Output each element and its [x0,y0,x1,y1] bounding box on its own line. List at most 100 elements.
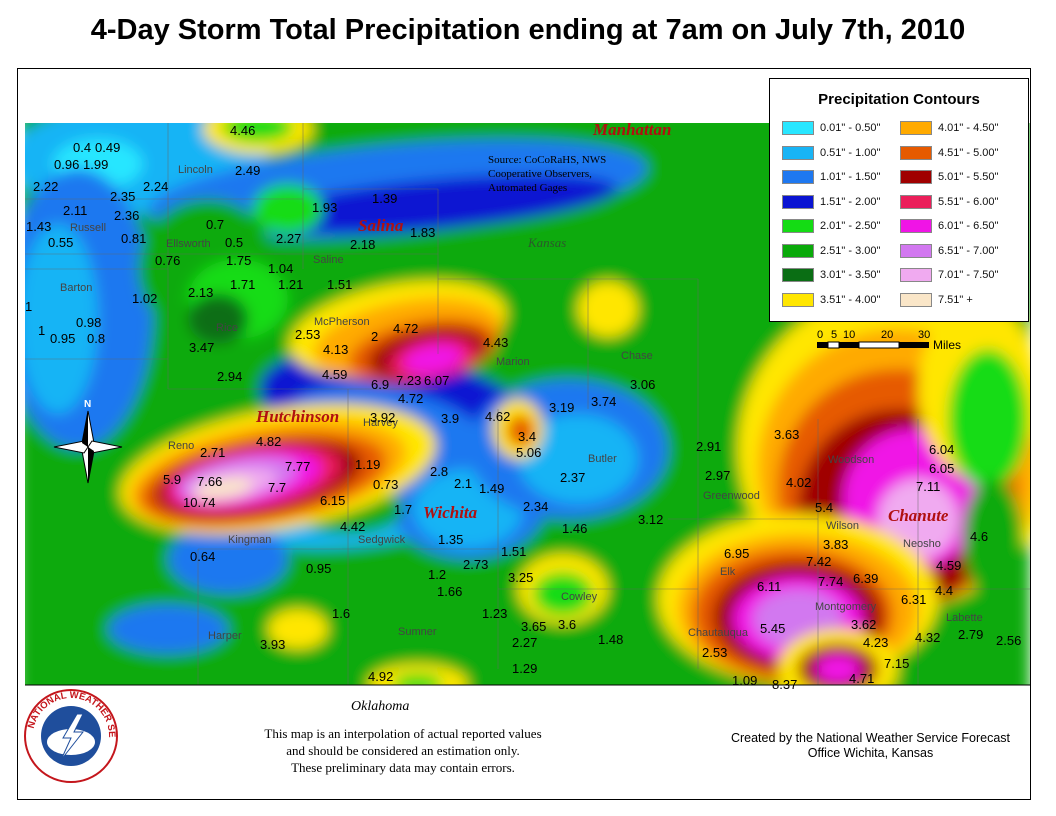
disclaimer-line: This map is an interpolation of actual r… [264,726,542,741]
county-label: Kingman [228,534,271,546]
city-label: Salina [358,216,404,235]
observation-value: 3.25 [508,570,533,585]
source-note: Source: CoCoRaHS, NWS Cooperative Observ… [488,153,648,195]
observation-value: 0.5 [225,235,243,250]
legend-label: 6.51" - 7.00" [938,244,999,257]
legend-label: 4.51" - 5.00" [938,146,999,159]
legend-label: 2.01" - 2.50" [820,220,881,232]
county-label: Elk [720,566,736,578]
observation-value: 1.09 [732,673,757,688]
observation-value: 6.04 [929,442,954,457]
observation-value: 2.22 [33,179,58,194]
scale-tick: 20 [881,329,893,341]
county-label: Reno [168,440,194,452]
observation-value: 4.42 [340,519,365,534]
observation-value: 6.11 [757,579,781,594]
scale-unit: Miles [933,338,961,352]
observation-value: 0.95 [306,561,331,576]
legend-swatch [782,292,814,307]
county-label: Rice [216,322,238,334]
observation-value: 2.34 [523,499,548,514]
observation-value: 5.45 [760,621,785,636]
observation-value: 4.92 [368,669,393,684]
observation-value: 6.95 [724,546,749,561]
observation-value: 3.12 [638,512,663,527]
observation-value: 5.9 [163,472,181,487]
observation-value: 2.53 [295,327,320,342]
observation-value: 1.66 [437,584,462,599]
legend-label: 7.01" - 7.50" [938,269,999,281]
observation-value: 2.27 [512,635,537,650]
observation-value: 4.82 [256,434,281,449]
observation-value: 3.6 [558,617,576,632]
observation-value: 2.53 [702,645,727,660]
county-label: Neosho [903,538,941,550]
observation-value: 0.98 [76,315,101,330]
legend-swatch [782,219,814,233]
observation-value: 3.19 [549,400,574,415]
county-label: Saline [313,254,344,266]
county-label: Woodson [828,454,874,466]
observation-value: 2.79 [958,627,983,642]
north-arrow-icon: N [53,399,123,484]
observation-value: 3.83 [823,537,848,552]
observation-value: 7.74 [818,574,843,589]
observation-value: 1.49 [479,481,504,496]
observation-value: 2.13 [188,285,213,300]
observation-value: 1.51 [501,544,526,559]
county-label: Marion [496,356,530,368]
map-labels: Kansas Manhattan Salina Hutchinson Wichita Ch… [25,120,1030,692]
legend-swatch [782,170,814,184]
scale-tick: 0 [817,329,823,341]
observation-value: 0.64 [190,549,215,564]
scale-tick: 10 [843,329,855,341]
credit-line: Created by the National Weather Service … [730,731,1011,745]
nws-logo: NATIONAL WEATHER SERVICE [21,686,118,783]
oklahoma-label: Oklahoma [351,699,410,714]
observation-value: 4.72 [393,321,418,336]
legend-swatch [900,219,932,233]
state-label: Kansas [527,235,566,250]
observation-value: 2.27 [276,231,301,246]
observation-value: 4.72 [398,391,423,406]
observation-value: 6.9 [371,377,389,392]
observation-value: 0.81 [121,231,146,246]
observation-value: 7.23 [396,373,421,388]
observation-value: 6.07 [424,373,449,388]
observation-value: 7.42 [806,554,831,569]
legend-swatch [900,145,932,160]
source-line: Source: CoCoRaHS, NWS [488,154,607,166]
observation-value: 1.99 [83,157,108,172]
disclaimer: This map is an interpolation of actual r… [208,725,598,776]
observation-value: 3.06 [630,377,655,392]
county-label: Lincoln [178,164,213,176]
disclaimer-line: and should be considered an estimation o… [286,743,520,758]
observation-value: 3.4 [518,429,536,444]
observation-value: 7.7 [268,480,286,495]
observation-value: 4.32 [915,630,940,645]
legend-swatch [782,268,814,282]
observation-value: 2.73 [463,557,488,572]
observation-value: 1.19 [355,457,380,472]
legend-swatch [782,145,814,160]
city-label: Hutchinson [255,407,339,426]
observation-value: 3.9 [441,411,459,426]
observation-value: 4.59 [936,558,961,573]
observation-value: 4.46 [230,123,255,138]
city-label: Chanute [888,506,949,525]
observation-value: 2.35 [110,189,135,204]
observation-value: 2.18 [350,237,375,252]
county-label: McPherson [314,316,370,328]
observation-value: 1.29 [512,661,537,676]
observation-value: 4.4 [935,583,953,598]
county-label: Russell [70,222,106,234]
observation-value: 10.74 [183,495,216,510]
observation-value: 0.7 [206,217,224,232]
observation-value: 0.73 [373,477,398,492]
county-label: Ellsworth [166,238,211,250]
disclaimer-line: These preliminary data may contain error… [291,760,515,775]
observation-value: 1.7 [394,502,412,517]
observation-value: 0.4 [73,140,91,155]
legend-swatch [900,292,932,307]
legend-swatch [900,194,932,209]
